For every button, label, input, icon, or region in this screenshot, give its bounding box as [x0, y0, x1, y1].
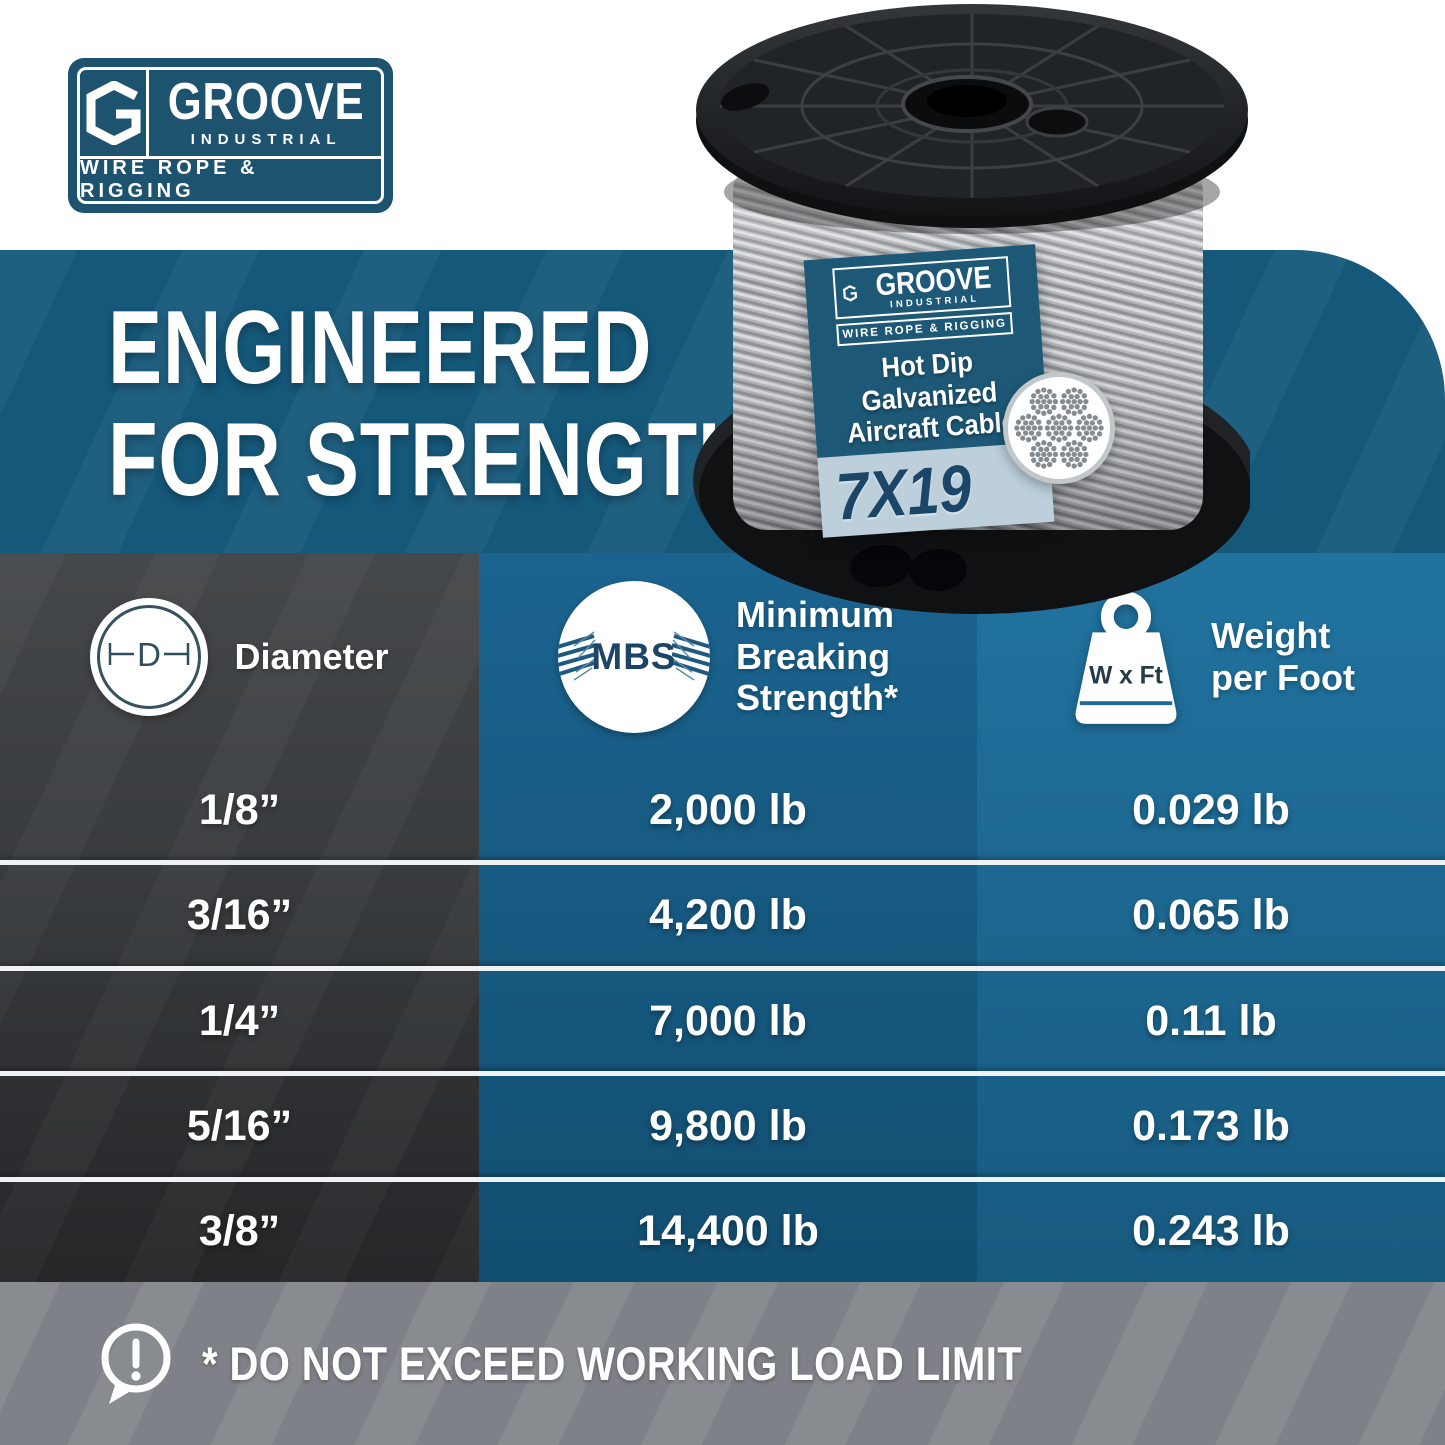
table-row: 5/16” 9,800 lb 0.173 lb	[0, 1076, 1445, 1176]
weight-cell: 0.029 lb	[1132, 785, 1290, 834]
diameter-cell: 5/16”	[186, 1101, 293, 1150]
headline: ENGINEERED FOR STRENGTH	[108, 292, 757, 516]
diameter-cell: 3/16”	[186, 891, 293, 940]
headline-line2: FOR STRENGTH	[108, 402, 758, 518]
header-diameter-label: Diameter	[234, 635, 389, 677]
row-separator	[0, 860, 1445, 866]
g-mark-icon	[843, 284, 858, 302]
row-separator	[0, 1176, 1445, 1182]
weight-column-bg	[977, 553, 1445, 1282]
diameter-cell: 3/8”	[198, 1207, 281, 1256]
mbs-icon-text: MBS	[591, 635, 677, 677]
table-header-row: D Diameter	[0, 553, 1445, 760]
weight-icon-text: W x Ft	[1089, 662, 1163, 689]
mbs-icon: MBS	[558, 580, 710, 733]
weight-cell: 0.11 lb	[1145, 996, 1277, 1045]
spool-label-brand: GROOVE	[874, 259, 993, 303]
mbs-cell: 14,400 lb	[637, 1207, 819, 1256]
spool-label-logo: GROOVE INDUSTRIAL	[832, 256, 1012, 320]
spool-label: GROOVE INDUSTRIAL WIRE ROPE & RIGGING Ho…	[803, 244, 1055, 538]
table-row: 1/4” 7,000 lb 0.11 lb	[0, 971, 1445, 1071]
mbs-cell: 7,000 lb	[649, 996, 807, 1045]
table-row: 1/8” 2,000 lb 0.029 lb	[0, 760, 1445, 860]
header-weight: W x Ft Weight per Foot	[977, 553, 1445, 760]
mbs-cell: 2,000 lb	[649, 785, 807, 834]
header-mbs: MBS Minimum Breaking	[479, 553, 977, 760]
logo-frame: GROOVE INDUSTRIAL WIRE ROPE & RIGGING	[77, 67, 384, 204]
diameter-icon: D	[90, 597, 209, 716]
footnote-band: * DO NOT EXCEED WORKING LOAD LIMIT	[0, 1282, 1445, 1445]
table-body: 1/8” 2,000 lb 0.029 lb 3/16” 4,200 lb 0.…	[0, 760, 1445, 1282]
cable-construction-code: 7X19	[833, 450, 974, 534]
header-mbs-label: Minimum Breaking Strength*	[736, 593, 898, 719]
frayed-cable-icon	[558, 630, 596, 681]
logo-brand-name: GROOVE	[167, 73, 365, 132]
groove-logo: GROOVE INDUSTRIAL WIRE ROPE & RIGGING	[68, 58, 393, 213]
table-row: 3/8” 14,400 lb 0.243 lb	[0, 1182, 1445, 1282]
footnote-text: * DO NOT EXCEED WORKING LOAD LIMIT	[202, 1337, 1023, 1390]
cable-spool-photo: GROOVE INDUSTRIAL WIRE ROPE & RIGGING Ho…	[685, 0, 1250, 745]
table-row: 3/16” 4,200 lb 0.065 lb	[0, 865, 1445, 965]
frayed-cable-icon	[672, 630, 710, 681]
alert-bubble-icon	[101, 1323, 171, 1404]
logo-brand-sub: INDUSTRIAL	[190, 130, 342, 148]
mbs-cell: 4,200 lb	[649, 891, 807, 940]
weight-cell: 0.243 lb	[1132, 1207, 1290, 1256]
diameter-cell: 1/8”	[198, 785, 281, 834]
g-mark-icon	[80, 70, 149, 156]
row-separator	[0, 965, 1445, 971]
diameter-column-bg	[0, 553, 479, 1282]
row-separator	[0, 1071, 1445, 1077]
cable-cross-section-icon	[1003, 372, 1115, 484]
weight-icon: W x Ft	[1075, 591, 1177, 724]
logo-tagline: WIRE ROPE & RIGGING	[80, 156, 381, 202]
header-diameter: D Diameter	[0, 553, 479, 760]
spec-table: D Diameter	[0, 553, 1445, 1282]
diameter-icon-letter: D	[138, 636, 162, 673]
mbs-cell: 9,800 lb	[649, 1101, 807, 1150]
headline-line1: ENGINEERED	[108, 290, 653, 406]
hero-band	[0, 250, 1445, 553]
weight-cell: 0.065 lb	[1132, 891, 1290, 940]
diameter-cell: 1/4”	[198, 996, 281, 1045]
header-weight-label: Weight per Foot	[1211, 614, 1355, 698]
weight-cell: 0.173 lb	[1132, 1101, 1290, 1150]
